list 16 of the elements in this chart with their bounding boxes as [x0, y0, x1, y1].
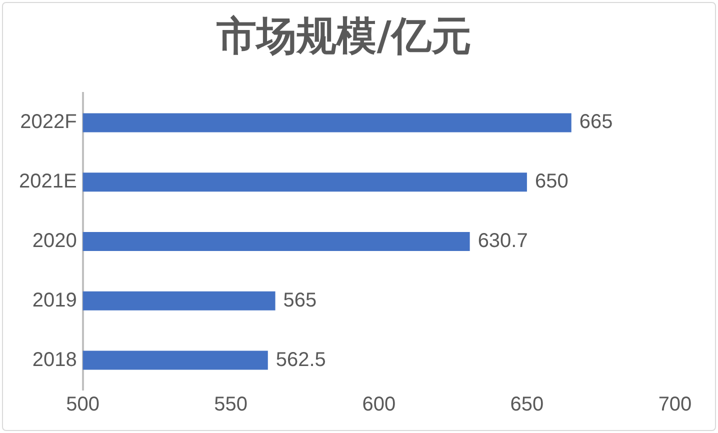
data-label: 650: [534, 170, 568, 193]
data-label: 665: [579, 111, 613, 134]
data-label: 565: [283, 289, 317, 312]
y-tick-label: 2022F: [20, 111, 77, 134]
y-tick-label: 2018: [32, 348, 77, 371]
y-tick-label: 2019: [32, 289, 77, 312]
x-tick-label: 500: [66, 394, 100, 416]
x-tick-label: 550: [214, 394, 248, 416]
x-tick-label: 600: [362, 394, 396, 416]
y-tick-label: 2020: [32, 230, 77, 252]
y-tick-label: 2021E: [18, 170, 77, 193]
data-label: 630.7: [478, 230, 528, 252]
x-tick-label: 650: [510, 394, 544, 416]
chart-title: 市场规模/亿元: [216, 13, 472, 60]
data-label: 562.5: [276, 348, 326, 371]
x-tick-label: 700: [658, 394, 692, 416]
